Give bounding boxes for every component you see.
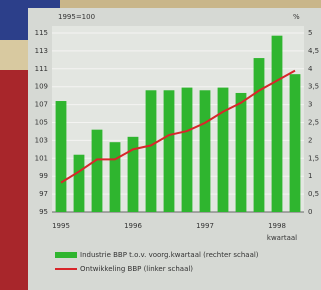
bar <box>200 90 211 212</box>
legend-label: Industrie BBP t.o.v. voorg.kwartaal (rec… <box>80 251 259 259</box>
bar <box>92 130 103 212</box>
bar <box>56 101 67 212</box>
y-tick-label: 103 <box>35 136 48 144</box>
y2-tick-label: 1 <box>308 172 312 180</box>
bar <box>164 90 175 212</box>
bar <box>218 88 229 212</box>
y-tick-label: 111 <box>35 65 48 73</box>
y2-tick-label: 4,5 <box>308 47 319 55</box>
x-tick-label: 1998 <box>268 222 286 230</box>
screenshot: 1995=100 % kwartaal 95979910110310510710… <box>0 0 321 290</box>
bar <box>272 36 283 212</box>
bar <box>110 142 121 212</box>
y2-tick-label: 3,5 <box>308 83 319 91</box>
y2-tick-label: 2 <box>308 136 312 144</box>
y-tick-label: 95 <box>39 208 48 216</box>
y2-tick-label: 4 <box>308 65 313 73</box>
y2-tick-label: 0 <box>308 208 312 216</box>
page: {"chart_data": {"type": "bar-line", "lef… <box>0 0 321 290</box>
left-axis-label: 1995=100 <box>58 13 95 21</box>
bar <box>290 74 301 212</box>
y-tick-label: 109 <box>35 83 48 91</box>
legend-label: Ontwikkeling BBP (linker schaal) <box>80 265 193 273</box>
y-tick-label: 105 <box>35 119 48 127</box>
x-tick-label: 1996 <box>124 222 142 230</box>
bar <box>74 155 85 212</box>
x-tick-label: 1997 <box>196 222 214 230</box>
y-tick-label: 115 <box>35 29 48 37</box>
y2-tick-label: 5 <box>308 29 312 37</box>
y2-tick-label: 1,5 <box>308 154 319 162</box>
y2-tick-label: 0,5 <box>308 190 319 198</box>
y-tick-label: 107 <box>35 101 48 109</box>
bar <box>236 93 247 212</box>
bar <box>254 58 265 212</box>
legend-swatch <box>55 252 77 258</box>
x-axis-label: kwartaal <box>267 234 297 242</box>
y-tick-label: 113 <box>35 47 48 55</box>
y-tick-label: 97 <box>39 190 48 198</box>
y2-tick-label: 2,5 <box>308 119 319 127</box>
x-tick-label: 1995 <box>52 222 70 230</box>
right-axis-label: % <box>293 13 300 21</box>
y2-tick-label: 3 <box>308 101 312 109</box>
y-tick-label: 99 <box>39 172 48 180</box>
bar <box>182 88 193 212</box>
bar <box>146 90 157 212</box>
y-tick-label: 101 <box>35 154 48 162</box>
plot-area <box>52 26 304 212</box>
